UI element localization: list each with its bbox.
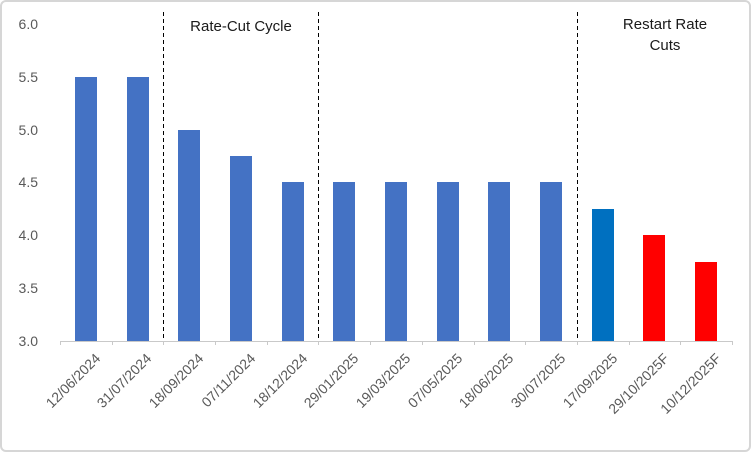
x-axis-label: 18/09/2024 [145, 350, 207, 411]
bar [333, 182, 356, 341]
x-axis-tick [525, 341, 527, 345]
x-axis-label: 29/01/2025 [300, 350, 362, 411]
bar [436, 182, 459, 341]
x-axis-label: 30/07/2025 [507, 350, 569, 411]
bar [126, 76, 149, 341]
annotation-restart-rate-cuts: Restart Rate Cuts [622, 16, 708, 54]
bar [540, 182, 563, 341]
x-axis-tick [163, 341, 165, 345]
x-axis-label: 18/06/2025 [455, 350, 517, 411]
x-axis-label: 07/11/2024 [198, 350, 259, 411]
y-axis-label: 3.5 [18, 280, 38, 297]
x-axis-tick [421, 341, 423, 345]
annotation-rate-cut-cycle: Rate-Cut Cycle [190, 18, 292, 35]
bar [695, 261, 718, 341]
divider-dashed-line [163, 12, 165, 341]
x-axis-label: 19/03/2025 [352, 350, 414, 411]
x-axis-label: 12/06/2024 [42, 350, 104, 411]
x-axis-label: 18/12/2024 [249, 350, 310, 411]
x-axis-tick [628, 341, 630, 345]
y-axis-label: 4.5 [18, 174, 38, 191]
bar [384, 182, 407, 341]
x-axis-tick [473, 341, 475, 345]
x-axis-tick [60, 341, 61, 345]
divider-dashed-line [576, 12, 578, 341]
x-axis-tick [215, 341, 217, 345]
bar [591, 208, 614, 341]
bar [74, 76, 97, 341]
x-axis-tick [680, 341, 682, 345]
y-axis-label: 6.0 [18, 15, 38, 32]
bar [643, 235, 666, 341]
bar [281, 182, 304, 341]
y-axis-label: 4.0 [18, 227, 38, 244]
y-axis-label: 5.5 [18, 68, 38, 85]
divider-dashed-line [318, 12, 320, 341]
x-axis-line [60, 341, 732, 342]
bar [488, 182, 511, 341]
x-axis-tick [266, 341, 268, 345]
x-axis-label: 07/05/2025 [404, 350, 466, 411]
y-axis-label: 3.0 [18, 333, 38, 349]
bar [229, 156, 252, 341]
x-axis-tick [111, 341, 113, 345]
x-axis-tick [576, 341, 578, 345]
y-axis-label: 5.0 [18, 121, 38, 138]
x-axis-label: 31/07/2024 [93, 350, 155, 411]
x-axis-tick [370, 341, 372, 345]
x-axis-tick [318, 341, 320, 345]
x-axis-tick [731, 341, 733, 345]
bar [178, 129, 201, 341]
